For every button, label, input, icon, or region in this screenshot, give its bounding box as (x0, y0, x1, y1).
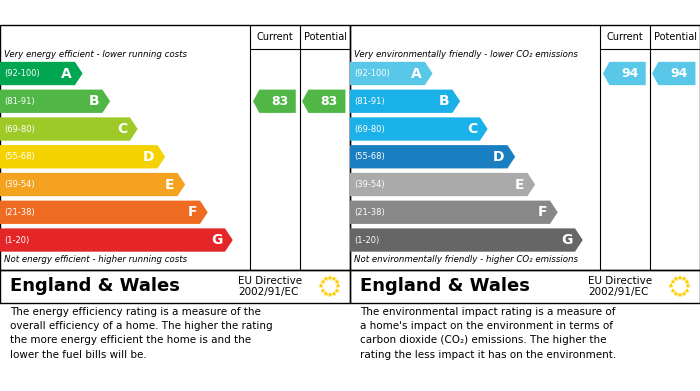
Text: Current: Current (257, 32, 294, 42)
Text: Current: Current (607, 32, 644, 42)
Text: EU Directive: EU Directive (238, 276, 302, 287)
Polygon shape (0, 228, 232, 252)
Polygon shape (0, 145, 165, 169)
Polygon shape (0, 201, 208, 224)
Text: 94: 94 (671, 67, 687, 80)
Polygon shape (0, 117, 138, 141)
Polygon shape (350, 201, 558, 224)
Text: G: G (561, 233, 572, 247)
Text: Very energy efficient - lower running costs: Very energy efficient - lower running co… (4, 50, 186, 59)
Text: EU Directive: EU Directive (588, 276, 652, 287)
Text: 2002/91/EC: 2002/91/EC (588, 287, 648, 298)
Text: D: D (144, 150, 155, 164)
Polygon shape (652, 62, 696, 85)
Text: (39-54): (39-54) (354, 180, 385, 189)
Text: Not environmentally friendly - higher CO₂ emissions: Not environmentally friendly - higher CO… (354, 255, 578, 264)
Text: (81-91): (81-91) (354, 97, 385, 106)
Text: C: C (117, 122, 127, 136)
Text: (92-100): (92-100) (4, 69, 40, 78)
Text: (55-68): (55-68) (4, 152, 35, 161)
Text: (21-38): (21-38) (354, 208, 385, 217)
Text: Not energy efficient - higher running costs: Not energy efficient - higher running co… (4, 255, 187, 264)
Polygon shape (350, 62, 433, 85)
Text: A: A (412, 66, 422, 81)
Text: (92-100): (92-100) (354, 69, 390, 78)
Text: 2002/91/EC: 2002/91/EC (238, 287, 298, 298)
Text: F: F (538, 205, 547, 219)
Text: (81-91): (81-91) (4, 97, 35, 106)
Text: E: E (165, 178, 175, 192)
Text: Very environmentally friendly - lower CO₂ emissions: Very environmentally friendly - lower CO… (354, 50, 578, 59)
Text: (1-20): (1-20) (4, 235, 29, 244)
Polygon shape (0, 173, 186, 196)
Text: (21-38): (21-38) (4, 208, 35, 217)
Text: (55-68): (55-68) (354, 152, 385, 161)
Text: B: B (439, 94, 449, 108)
Polygon shape (0, 62, 83, 85)
Text: B: B (89, 94, 99, 108)
Polygon shape (350, 173, 536, 196)
Polygon shape (0, 90, 110, 113)
Text: The environmental impact rating is a measure of
a home's impact on the environme: The environmental impact rating is a mea… (360, 307, 617, 360)
Text: England & Wales: England & Wales (360, 277, 531, 296)
Text: 94: 94 (621, 67, 638, 80)
Text: C: C (467, 122, 477, 136)
Text: Potential: Potential (304, 32, 346, 42)
Polygon shape (350, 90, 460, 113)
Text: E: E (515, 178, 525, 192)
Polygon shape (302, 90, 346, 113)
Polygon shape (350, 145, 515, 169)
Text: Potential: Potential (654, 32, 696, 42)
Text: A: A (62, 66, 72, 81)
Text: (1-20): (1-20) (354, 235, 379, 244)
Text: (39-54): (39-54) (4, 180, 35, 189)
Polygon shape (350, 228, 582, 252)
Text: F: F (188, 205, 197, 219)
Polygon shape (350, 117, 488, 141)
Polygon shape (253, 90, 295, 113)
Text: (69-80): (69-80) (4, 124, 35, 133)
Text: (69-80): (69-80) (354, 124, 385, 133)
Text: 83: 83 (321, 95, 337, 108)
Text: 83: 83 (271, 95, 288, 108)
Text: Environmental Impact (CO₂) Rating: Environmental Impact (CO₂) Rating (358, 5, 649, 20)
Text: The energy efficiency rating is a measure of the
overall efficiency of a home. T: The energy efficiency rating is a measur… (10, 307, 273, 360)
Text: G: G (211, 233, 222, 247)
Text: England & Wales: England & Wales (10, 277, 181, 296)
Polygon shape (603, 62, 645, 85)
Text: Energy Efficiency Rating: Energy Efficiency Rating (8, 5, 211, 20)
Text: D: D (494, 150, 505, 164)
